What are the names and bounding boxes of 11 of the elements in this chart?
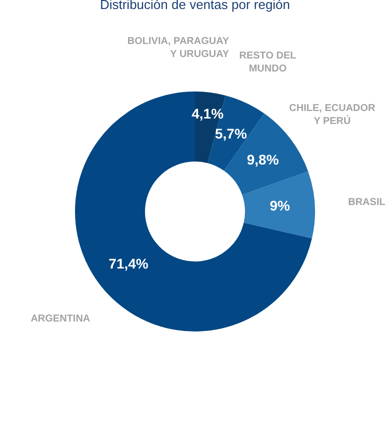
data-label: 9% [270, 198, 291, 214]
slice-label: CHILE, ECUADOR Y PERÚ [289, 102, 376, 127]
data-label: 71,4% [108, 255, 149, 272]
data-label: 5,7% [214, 125, 248, 142]
slice-label: RESTO DEL MUNDO [239, 50, 296, 75]
donut-slice [242, 172, 315, 238]
slice-label: ARGENTINA [30, 314, 90, 325]
data-label: 4,1% [192, 105, 224, 122]
slice-label: BRASIL [348, 196, 386, 208]
slice-label: BOLIVIA, PARAGUAY Y URUGUAY [127, 36, 230, 60]
data-label: 9,8% [246, 151, 280, 168]
